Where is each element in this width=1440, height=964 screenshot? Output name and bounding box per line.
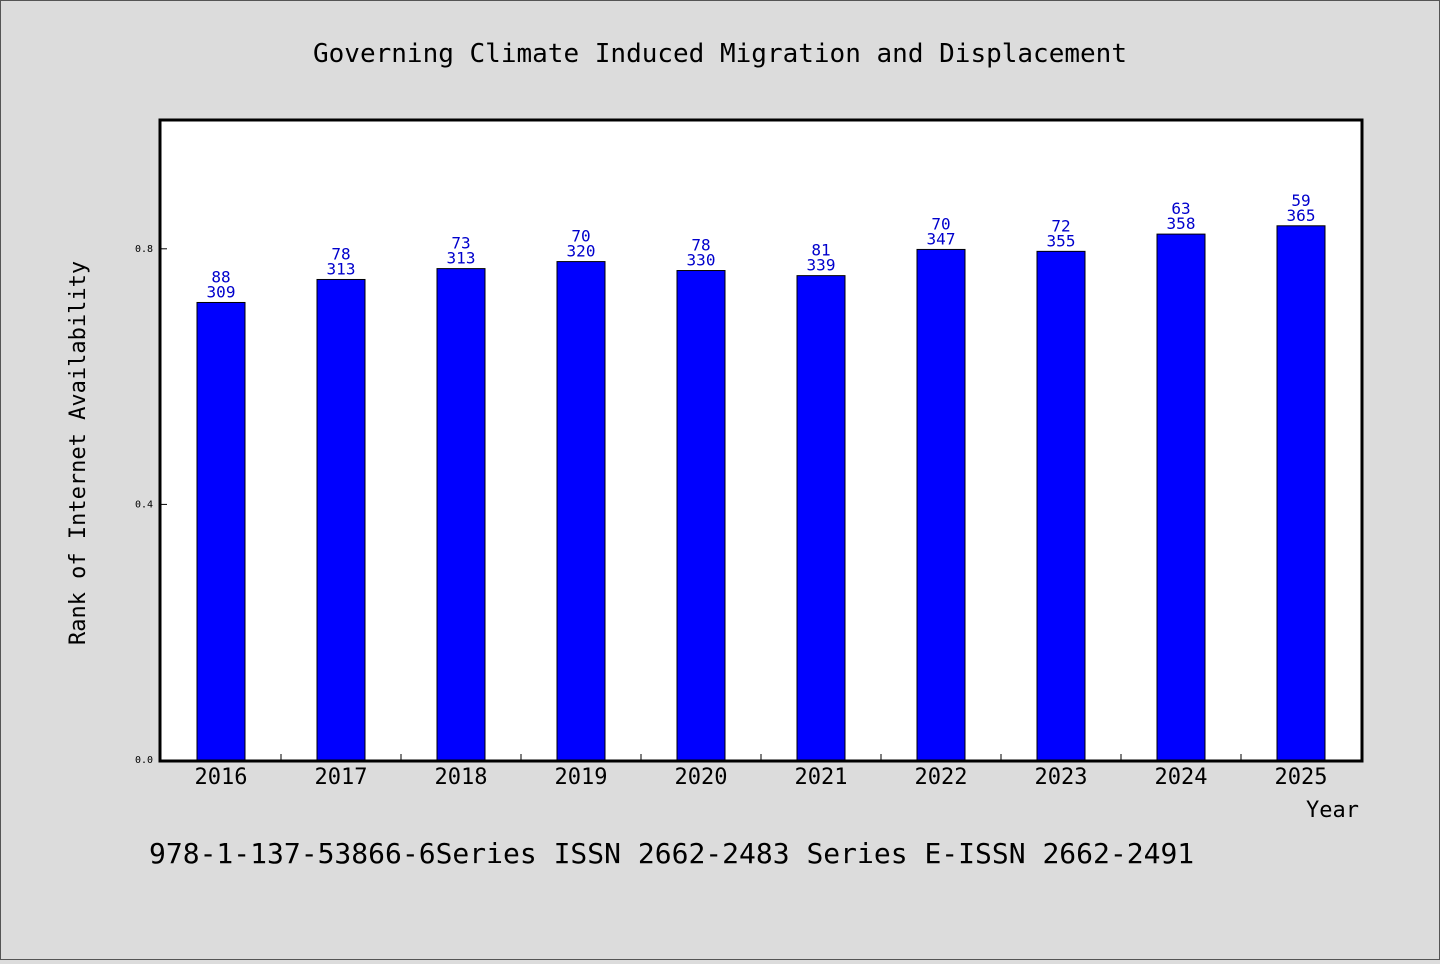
bar	[796, 275, 846, 761]
x-tick-label: 2022	[915, 765, 968, 790]
bar	[436, 268, 486, 761]
x-axis-ticks	[280, 754, 1242, 760]
bar	[1036, 250, 1086, 761]
bar	[1156, 233, 1206, 761]
x-tick-label: 2018	[435, 765, 488, 790]
x-tick-label: 2017	[315, 765, 368, 790]
bar-label-bottom: 347	[927, 229, 956, 248]
bar-label-top: 78	[331, 244, 350, 263]
bar-label-bottom: 339	[807, 256, 836, 275]
bar-label-top: 63	[1171, 199, 1190, 218]
x-tick-label: 2019	[555, 765, 608, 790]
y-tick-label: 0.8	[135, 244, 153, 255]
x-tick-label: 2023	[1035, 765, 1088, 790]
bar-label-top: 59	[1291, 191, 1310, 210]
bar-label-bottom: 358	[1167, 214, 1196, 233]
bar-label-top: 81	[811, 241, 830, 260]
footer-text: 978-1-137-53866-6Series ISSN 2662-2483 S…	[149, 837, 1194, 870]
bar-label-bottom: 320	[567, 242, 596, 261]
x-axis-label: Year	[1306, 798, 1359, 823]
x-axis-labels: 2016 2017 2018 2019 2020 2021 2022 2023 2024 2025	[195, 765, 1328, 790]
x-tick-label: 2021	[795, 765, 848, 790]
y-tick-label: 0.4	[135, 499, 153, 510]
bars	[196, 225, 1326, 761]
bar-label-top: 70	[571, 227, 590, 246]
bar-label-top: 70	[931, 214, 950, 233]
bar	[196, 301, 246, 761]
chart-title: Governing Climate Induced Migration and …	[313, 39, 1127, 69]
y-axis-label: Rank of Internet Availability	[66, 261, 91, 645]
bar-label-bottom: 365	[1287, 206, 1316, 225]
bar-label-bottom: 330	[687, 251, 716, 270]
bar	[1276, 225, 1326, 761]
bar-label-top: 78	[691, 236, 710, 255]
x-tick-label: 2020	[675, 765, 728, 790]
bar	[316, 278, 366, 761]
x-tick-label: 2025	[1275, 765, 1328, 790]
bar-label-top: 72	[1051, 216, 1070, 235]
x-tick-label: 2024	[1155, 765, 1208, 790]
y-tick-label: 0.0	[135, 755, 153, 766]
bar-label-top: 88	[211, 267, 230, 286]
y-axis: 0.0 0.4 0.8	[135, 244, 167, 766]
bar-label-bottom: 309	[207, 282, 236, 301]
bar	[676, 270, 726, 761]
x-tick-label: 2016	[195, 765, 248, 790]
bar-label-bottom: 355	[1047, 231, 1076, 250]
bar	[556, 261, 606, 761]
bar	[916, 248, 966, 761]
bar-label-bottom: 313	[447, 249, 476, 268]
bar-label-top: 73	[451, 234, 470, 253]
bar-label-bottom: 313	[327, 259, 356, 278]
